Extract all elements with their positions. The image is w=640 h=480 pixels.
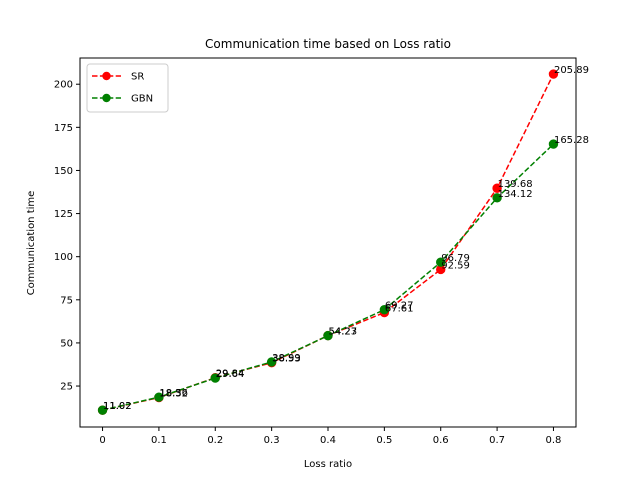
data-label-sr: 11.02: [103, 401, 132, 412]
x-tick-label: 0.8: [546, 435, 562, 446]
y-tick-label: 25: [60, 382, 73, 393]
data-point-sr: [492, 183, 502, 193]
series-line-sr: [102, 73, 555, 411]
legend-label-sr: SR: [131, 72, 144, 83]
legend: SR GBN: [86, 63, 169, 113]
x-tick-label: 0: [99, 435, 105, 446]
legend-marker-sr: [102, 71, 111, 81]
y-tick-label: 100: [54, 252, 73, 263]
data-label-sr: 54.27: [329, 327, 358, 338]
legend-marker-gbn: [102, 93, 111, 103]
data-label-gbn: 29.64: [216, 369, 245, 380]
data-point-gbn: [323, 330, 333, 341]
x-tick-label: 0.3: [264, 435, 280, 446]
x-tick-label: 0.6: [433, 435, 449, 446]
x-tick-label: 0.7: [489, 435, 505, 446]
y-tick-label: 150: [54, 166, 73, 177]
data-label-gbn: 165.28: [554, 135, 589, 146]
chart-title: Communication time based on Loss ratio: [205, 37, 451, 51]
data-label-gbn: 18.56: [159, 388, 188, 399]
legend-label-gbn: GBN: [131, 94, 153, 105]
data-label-sr: 67.61: [385, 304, 414, 315]
data-point-gbn: [210, 373, 220, 383]
x-tick-label: 0.4: [320, 435, 336, 446]
data-point-gbn: [154, 392, 164, 402]
data-label-sr: 38.53: [272, 354, 301, 365]
x-tick-label: 0.2: [207, 435, 223, 446]
data-point-gbn: [97, 405, 108, 415]
x-tick-label: 0.5: [376, 435, 392, 446]
data-label-sr: 139.68: [498, 179, 533, 190]
data-label-sr: 205.89: [554, 65, 589, 76]
y-tick-label: 175: [54, 123, 73, 134]
data-point-gbn: [379, 304, 390, 315]
y-tick-label: 50: [60, 338, 73, 349]
data-label-gbn: 69.27: [385, 301, 414, 312]
y-tick-label: 125: [54, 209, 73, 220]
x-axis-label: Loss ratio: [304, 459, 352, 470]
data-label-sr: 18.32: [159, 389, 188, 400]
y-axis-label: Communication time: [26, 191, 37, 296]
legend-box: [86, 63, 169, 113]
data-label-gbn: 38.99: [272, 353, 301, 364]
data-label-gbn: 96.79: [441, 253, 470, 264]
plot-area-frame: [79, 57, 577, 428]
data-label-gbn: 54.23: [329, 327, 358, 338]
data-point-gbn: [548, 139, 559, 149]
data-point-gbn: [436, 257, 446, 267]
y-tick-label: 75: [60, 295, 73, 306]
data-point-sr: [548, 69, 559, 79]
y-tick-label: 200: [54, 80, 73, 91]
series-line-gbn: [102, 143, 554, 411]
data-label-gbn: 134.12: [498, 189, 533, 200]
data-label-sr: 92.59: [441, 260, 470, 271]
data-point-gbn: [266, 357, 277, 367]
x-tick-label: 0.1: [151, 435, 167, 446]
data-point-gbn: [492, 193, 502, 203]
data-label-sr: 29.84: [216, 369, 245, 380]
data-label-gbn: 11.02: [103, 401, 132, 412]
